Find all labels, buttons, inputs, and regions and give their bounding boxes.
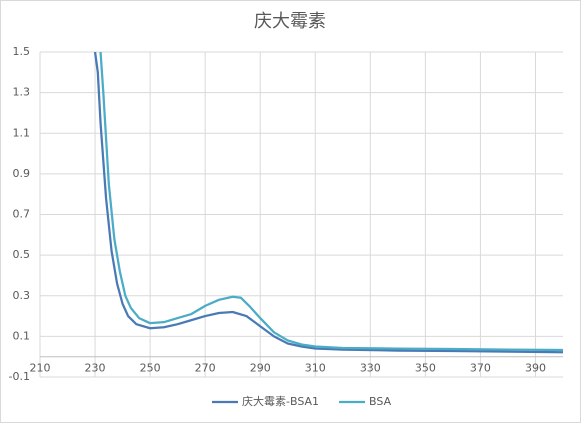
y-tick-label: 0.9 [13, 167, 31, 180]
y-tick-label: -0.1 [9, 370, 30, 383]
x-tick-label: 230 [85, 362, 106, 375]
x-tick-label: 390 [525, 362, 546, 375]
data-line [93, 52, 563, 354]
plot-area [93, 52, 563, 354]
x-tick-label: 210 [30, 362, 51, 375]
x-tick-label: 330 [360, 362, 381, 375]
x-tick-label: 250 [140, 362, 161, 375]
y-tick-label: 1.3 [13, 86, 31, 99]
x-tick-label: 310 [305, 362, 326, 375]
x-tick-label: 350 [415, 362, 436, 375]
x-tick-label: 370 [470, 362, 491, 375]
chart-title: 庆大霉素 [254, 11, 326, 32]
legend-label: BSA [369, 395, 392, 408]
y-tick-label: 0.7 [13, 208, 31, 221]
x-tick-label: 270 [195, 362, 216, 375]
legend-label: 庆大霉素-BSA1 [242, 394, 319, 408]
data-line [99, 52, 563, 352]
y-tick-label: 1.5 [13, 45, 31, 58]
y-tick-label: 1.1 [13, 126, 31, 139]
y-tick-label: 0.3 [13, 289, 31, 302]
x-tick-label: 290 [250, 362, 271, 375]
y-tick-label: 0.5 [13, 248, 31, 261]
y-tick-label: 0.1 [13, 329, 31, 342]
